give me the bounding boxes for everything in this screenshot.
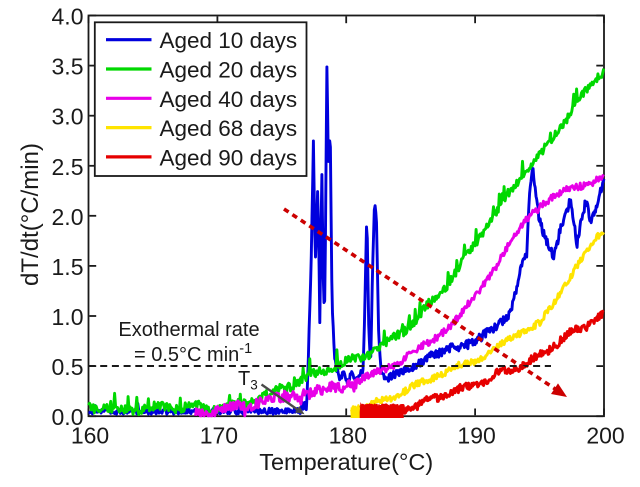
svg-text:0.0: 0.0 <box>52 404 84 430</box>
svg-text:190: 190 <box>457 423 495 449</box>
svg-text:170: 170 <box>200 423 238 449</box>
svg-text:1.5: 1.5 <box>52 254 84 280</box>
svg-text:Aged 90 days: Aged 90 days <box>160 145 298 170</box>
svg-text:Aged 40 days: Aged 40 days <box>160 87 298 112</box>
svg-text:4.0: 4.0 <box>52 4 84 30</box>
svg-text:0.5: 0.5 <box>52 354 84 380</box>
svg-text:3.0: 3.0 <box>52 104 84 130</box>
svg-text:2.5: 2.5 <box>52 154 84 180</box>
svg-text:180: 180 <box>329 423 367 449</box>
svg-text:2.0: 2.0 <box>52 204 84 230</box>
svg-text:Temperature(°C): Temperature(°C) <box>259 449 433 475</box>
svg-text:3.5: 3.5 <box>52 54 84 80</box>
svg-text:= 0.5°C min-1: = 0.5°C min-1 <box>134 341 252 366</box>
svg-text:dT/dt(°C/min): dT/dt(°C/min) <box>17 143 44 286</box>
svg-text:Aged 68 days: Aged 68 days <box>160 116 298 141</box>
svg-text:Exothermal rate: Exothermal rate <box>118 319 259 341</box>
svg-text:200: 200 <box>586 423 624 449</box>
svg-text:Aged 10 days: Aged 10 days <box>160 28 298 53</box>
svg-text:Aged 20 days: Aged 20 days <box>160 58 298 83</box>
svg-text:1.0: 1.0 <box>52 304 84 330</box>
svg-text:160: 160 <box>71 423 109 449</box>
